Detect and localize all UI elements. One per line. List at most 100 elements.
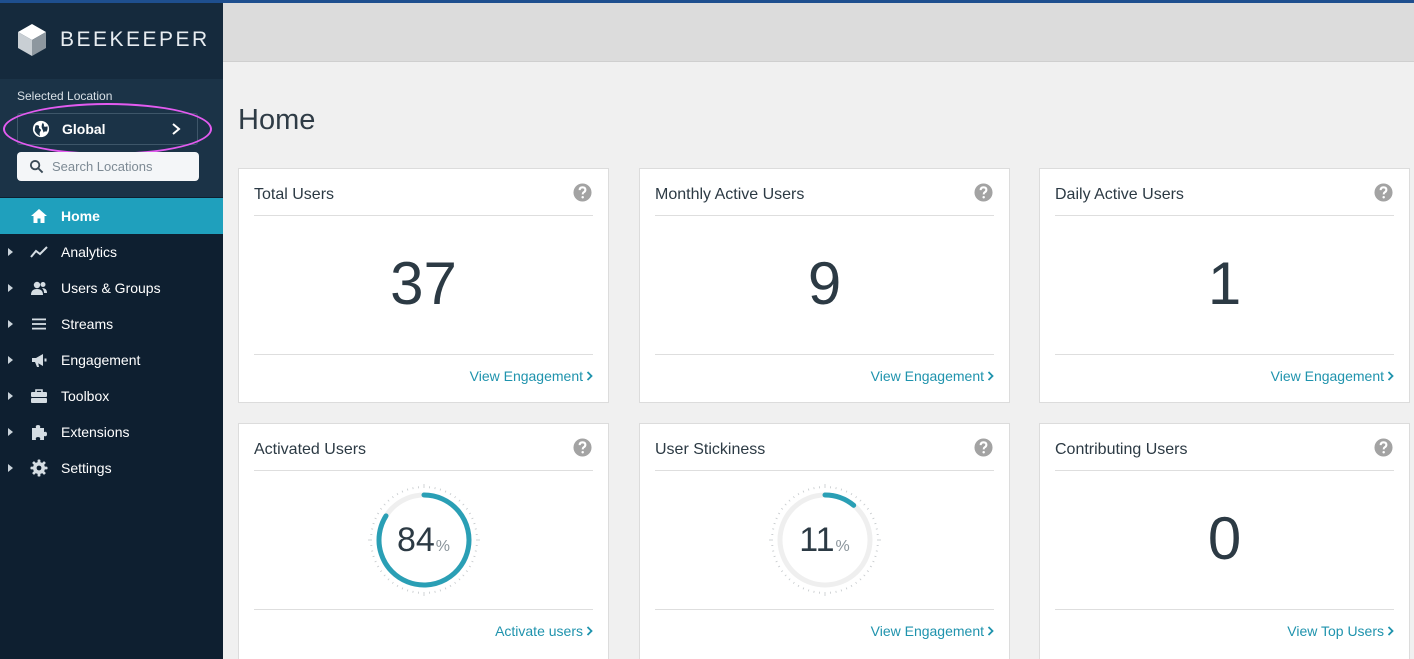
chevron-right-icon	[987, 626, 994, 636]
chevron-right-icon	[172, 123, 181, 135]
gauge-tick	[374, 560, 377, 563]
gauge-tick	[797, 493, 799, 496]
nav-item-settings[interactable]: Settings	[0, 450, 223, 486]
puzzle-icon	[32, 425, 47, 440]
view-engagement-link[interactable]: View Engagement	[1271, 368, 1394, 384]
view-engagement-link[interactable]: View Engagement	[871, 368, 994, 384]
gauge-tick	[777, 512, 780, 515]
view-engagement-link[interactable]: View Engagement	[470, 368, 593, 384]
gauge-tick	[439, 589, 441, 592]
gauge-tick	[401, 587, 403, 590]
card-monthly-active-users: Monthly Active Users 9 View Engagement	[639, 168, 1010, 403]
gauge-tick	[457, 578, 460, 581]
card-title: Total Users	[254, 186, 335, 203]
expand-caret-icon	[8, 284, 13, 292]
nav-label-engagement: Engagement	[61, 352, 141, 368]
gauge-tick	[472, 555, 475, 558]
gauge-value: 11	[799, 521, 835, 559]
gauge-tick	[401, 490, 403, 493]
divider	[655, 354, 994, 355]
help-icon[interactable]	[573, 438, 592, 457]
search-locations-input[interactable]	[52, 159, 192, 174]
nav-item-engagement[interactable]: Engagement	[0, 342, 223, 378]
gauge-readout: 84%	[239, 521, 608, 560]
expand-caret-icon	[8, 428, 13, 436]
link-label: View Top Users	[1287, 623, 1384, 639]
gauge-tick	[396, 584, 398, 587]
card-title: Monthly Active Users	[655, 186, 805, 203]
view-top-users-link[interactable]: View Top Users	[1287, 623, 1394, 639]
top-bar	[223, 3, 1414, 62]
sidebar-nav: Home Analytics Users & Groups	[0, 198, 223, 486]
gauge-tick	[862, 503, 865, 506]
divider	[655, 470, 994, 471]
nav-item-home[interactable]: Home	[0, 198, 223, 234]
help-icon[interactable]	[974, 183, 993, 202]
gauge-tick	[372, 555, 375, 558]
divider	[1055, 609, 1394, 610]
gauge-tick	[773, 522, 776, 525]
divider	[1055, 215, 1394, 216]
beekeeper-logo-icon	[18, 23, 46, 56]
gauge-tick	[845, 587, 847, 590]
gauge-tick	[840, 488, 842, 491]
gauge-tick	[387, 578, 390, 581]
help-icon[interactable]	[1374, 438, 1393, 457]
search-locations-box[interactable]	[17, 152, 199, 181]
page-title: Home	[238, 104, 316, 136]
gauge-tick	[807, 488, 809, 491]
gauge-tick	[854, 581, 857, 584]
gauge-tick	[773, 555, 776, 558]
gauge-tick	[374, 517, 377, 520]
gauge-tick	[869, 512, 872, 515]
expand-caret-icon	[8, 392, 13, 400]
gauge-tick	[453, 581, 456, 584]
view-engagement-link[interactable]: View Engagement	[871, 623, 994, 639]
gauge-tick	[869, 565, 872, 568]
gauge-tick	[775, 560, 778, 563]
expand-caret-icon	[8, 356, 13, 364]
nav-item-toolbox[interactable]: Toolbox	[0, 378, 223, 414]
gauge-tick	[468, 565, 471, 568]
gauge-readout: 11%	[640, 521, 1009, 560]
card-value: 1	[1207, 250, 1242, 317]
nav-label-toolbox: Toolbox	[61, 388, 110, 404]
chevron-right-icon	[1387, 371, 1394, 381]
expand-caret-icon	[8, 320, 13, 328]
gauge-tick	[866, 507, 869, 510]
nav-item-extensions[interactable]: Extensions	[0, 414, 223, 450]
help-icon[interactable]	[573, 183, 592, 202]
gear-icon	[30, 459, 48, 477]
nav-item-users-groups[interactable]: Users & Groups	[0, 270, 223, 306]
gauge-tick	[470, 560, 473, 563]
activate-users-link[interactable]: Activate users	[495, 623, 593, 639]
gauge-tick	[387, 499, 390, 502]
gauge-tick	[788, 499, 791, 502]
gauge-tick	[379, 570, 382, 573]
location-selector-button[interactable]: Global	[17, 113, 198, 145]
nav-item-analytics[interactable]: Analytics	[0, 234, 223, 270]
gauge-tick	[379, 507, 382, 510]
help-icon[interactable]	[1374, 183, 1393, 202]
gauge-progress-arc	[376, 492, 471, 588]
divider	[254, 609, 593, 610]
gauge-tick	[850, 493, 852, 496]
divider	[254, 470, 593, 471]
gauge-tick	[854, 496, 857, 499]
gauge-tick	[376, 565, 379, 568]
nav-label-analytics: Analytics	[61, 244, 118, 260]
card-title: User Stickiness	[655, 441, 766, 458]
brand-header: BEEKEEPER	[0, 0, 223, 79]
nav-label-users-groups: Users & Groups	[61, 280, 161, 296]
card-value: 9	[807, 250, 842, 317]
activated-users-gauge	[367, 484, 480, 596]
gauge-tick	[858, 499, 861, 502]
location-current-label: Global	[62, 121, 106, 137]
card-title: Contributing Users	[1055, 441, 1188, 458]
help-icon[interactable]	[974, 438, 993, 457]
card-contributing-users: Contributing Users 0 View Top Users	[1039, 423, 1410, 659]
nav-item-streams[interactable]: Streams	[0, 306, 223, 342]
gauge-tick	[871, 560, 874, 563]
chevron-right-icon	[586, 626, 593, 636]
gauge-tick	[406, 589, 408, 592]
